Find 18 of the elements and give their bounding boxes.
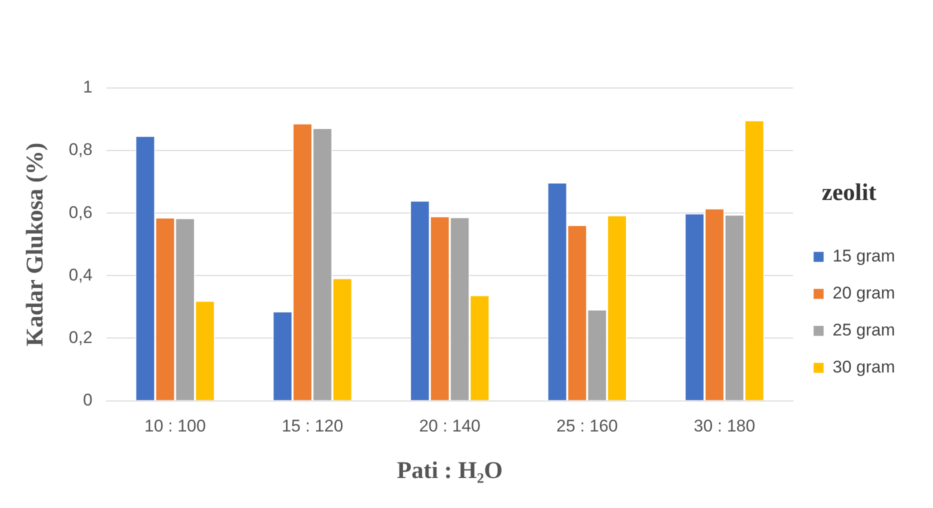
y-axis-title: Kadar Glukosa (%) <box>22 142 49 346</box>
legend-label: 25 gram <box>832 320 896 340</box>
y-tick-label: 0,2 <box>68 328 92 347</box>
y-tick-label: 0,4 <box>68 265 92 284</box>
legend-label: 15 gram <box>832 246 896 266</box>
x-tick-label: 15 : 120 <box>282 416 344 436</box>
x-tick-label: 10 : 100 <box>144 416 206 436</box>
x-axis-title: Pati : H₂O <box>396 458 503 484</box>
legend-label: 30 gram <box>832 358 896 377</box>
legend-title: zeolit <box>822 180 876 206</box>
legend-label: 20 gram <box>832 284 896 303</box>
x-tick-label: 30 : 180 <box>694 416 756 436</box>
x-tick-label: 20 : 140 <box>419 416 481 436</box>
y-tick-label: 0,6 <box>68 202 92 222</box>
y-tick-label: 1 <box>82 78 92 97</box>
y-tick-label: 0,8 <box>68 140 92 160</box>
y-tick-label: 0 <box>82 390 92 410</box>
x-tick-label: 25 : 160 <box>556 416 618 436</box>
